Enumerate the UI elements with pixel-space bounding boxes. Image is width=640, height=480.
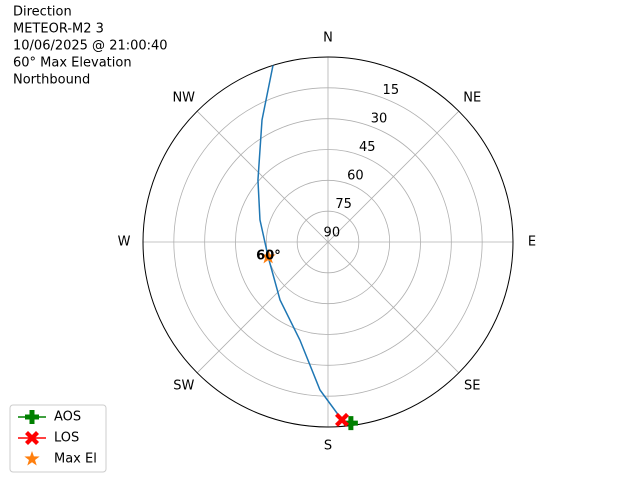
legend-swatch bbox=[25, 431, 39, 445]
r-tick-label: 90 bbox=[324, 225, 341, 240]
marker-label: 60° bbox=[256, 248, 281, 263]
title-line: 10/06/2025 @ 21:00:40 bbox=[13, 39, 168, 54]
legend-swatch bbox=[24, 451, 40, 466]
marker bbox=[334, 412, 349, 427]
theta-tick-label: NW bbox=[172, 90, 195, 105]
grid-spoke bbox=[327, 241, 460, 374]
r-tick-label: 75 bbox=[335, 197, 352, 212]
theta-tick-label: NE bbox=[463, 90, 481, 105]
legend-label: Max El bbox=[54, 452, 97, 467]
theta-tick-label: E bbox=[528, 235, 536, 250]
legend-swatch bbox=[25, 410, 39, 424]
grid-spoke bbox=[196, 110, 329, 243]
theta-tick-label: SE bbox=[464, 379, 480, 394]
marker bbox=[260, 248, 276, 264]
legend-label: AOS bbox=[54, 410, 81, 425]
legend: AOS LOS Max El bbox=[9, 404, 107, 473]
title-line: Direction bbox=[13, 5, 72, 20]
grid-spoke bbox=[327, 110, 460, 243]
theta-tick-label: SW bbox=[173, 379, 194, 394]
title-line: 60° Max Elevation bbox=[13, 56, 132, 71]
r-tick-label: 15 bbox=[383, 83, 400, 98]
theta-tick-label: S bbox=[324, 439, 332, 454]
legend-label: LOS bbox=[54, 431, 79, 446]
r-tick-label: 45 bbox=[359, 140, 376, 155]
r-tick-label: 30 bbox=[371, 111, 388, 126]
r-tick-label: 60 bbox=[347, 168, 364, 183]
marker bbox=[343, 416, 358, 431]
theta-tick-label: N bbox=[323, 31, 333, 46]
title-line: Northbound bbox=[13, 73, 90, 88]
outer-frame bbox=[142, 56, 514, 428]
grid-spoke bbox=[196, 241, 329, 374]
title-line: METEOR-M2 3 bbox=[13, 22, 104, 37]
theta-tick-label: W bbox=[118, 235, 131, 250]
